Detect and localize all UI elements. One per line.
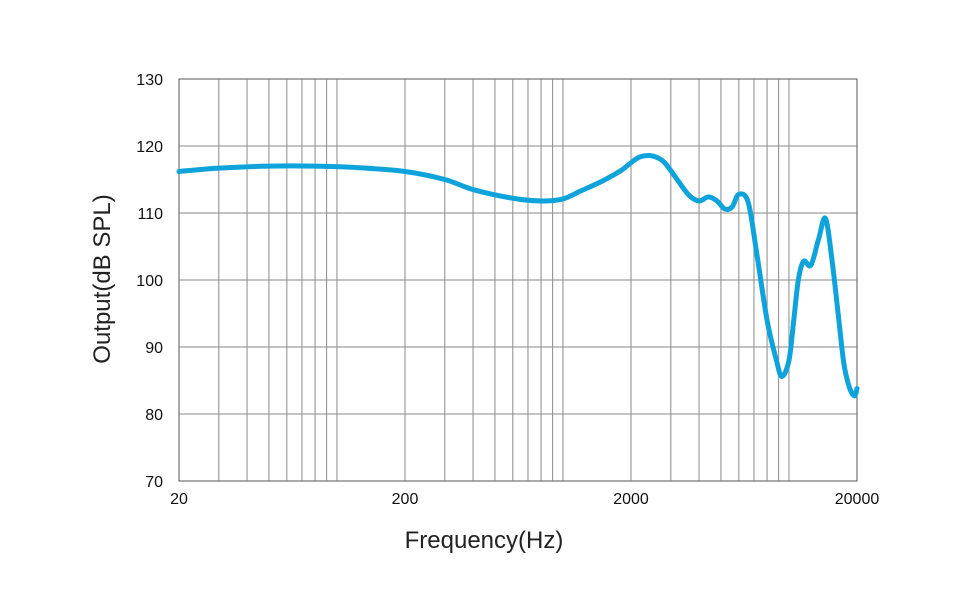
series-layer [176,153,860,399]
y-tick-label: 110 [137,206,163,223]
x-axis-label: Frequency(Hz) [405,527,564,554]
x-tick-label: 200 [392,491,419,508]
y-tick-label: 100 [136,273,163,290]
y-tick-label: 70 [145,474,163,491]
x-tick-label: 20000 [835,491,880,508]
x-tick-label: 20 [170,491,188,508]
x-tick-label: 2000 [613,491,649,508]
y-axis-ticks: 70 80 90 100 110 120 130 [136,72,163,491]
grid [178,78,858,482]
y-axis-label: Output(dB SPL) [89,194,116,363]
y-tick-label: 120 [136,139,163,156]
y-tick-label: 90 [145,340,163,357]
y-tick-label: 130 [136,72,163,89]
x-axis-ticks: 20 200 2000 20000 [170,491,879,508]
frequency-response-line [176,153,860,399]
y-tick-label: 80 [145,407,163,424]
